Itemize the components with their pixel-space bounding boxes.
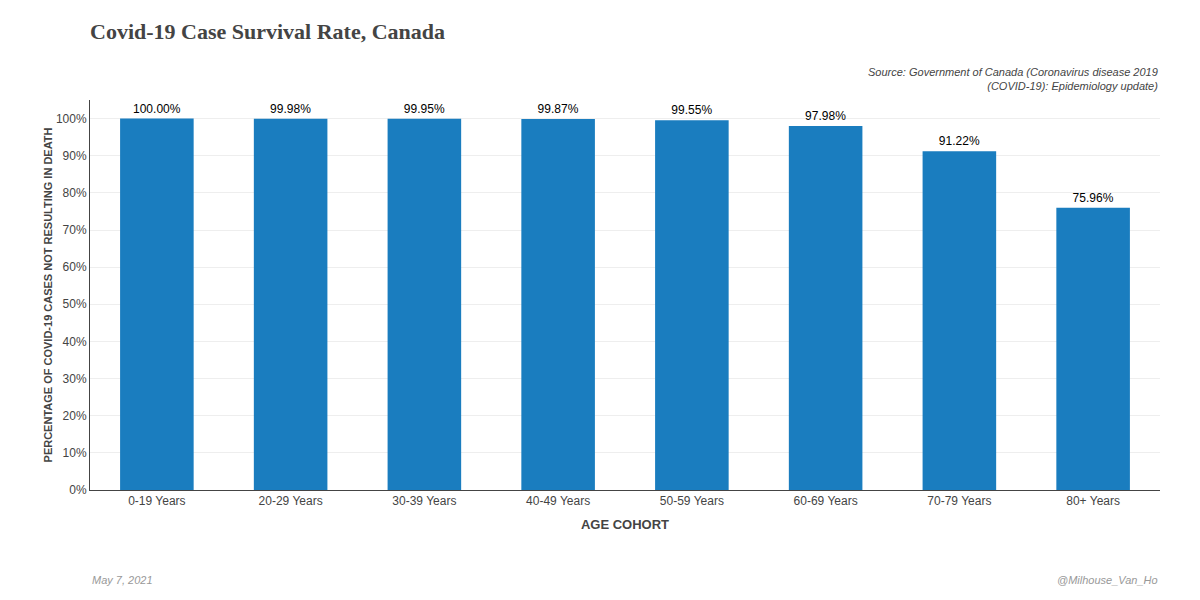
svg-text:Covid-19 Case Survival Rate, C: Covid-19 Case Survival Rate, Canada xyxy=(90,19,445,44)
svg-text:99.55%: 99.55% xyxy=(671,103,712,117)
svg-text:AGE COHORT: AGE COHORT xyxy=(581,517,669,532)
svg-text:May 7, 2021: May 7, 2021 xyxy=(92,574,153,586)
svg-text:100.00%: 100.00% xyxy=(133,102,181,116)
svg-text:99.98%: 99.98% xyxy=(270,102,311,116)
svg-text:10%: 10% xyxy=(63,446,87,460)
svg-text:30-39 Years: 30-39 Years xyxy=(392,494,456,508)
svg-text:Source: Government of Canada (: Source: Government of Canada (Coronaviru… xyxy=(868,66,1158,92)
svg-text:91.22%: 91.22% xyxy=(939,134,980,148)
svg-text:50%: 50% xyxy=(63,297,87,311)
svg-text:100%: 100% xyxy=(56,112,87,126)
svg-text:0-19 Years: 0-19 Years xyxy=(128,494,185,508)
svg-text:@Milhouse_Van_Ho: @Milhouse_Van_Ho xyxy=(1057,574,1158,586)
svg-text:60%: 60% xyxy=(63,260,87,274)
svg-text:90%: 90% xyxy=(63,149,87,163)
svg-text:80%: 80% xyxy=(63,186,87,200)
svg-text:40%: 40% xyxy=(63,335,87,349)
svg-text:70%: 70% xyxy=(63,223,87,237)
svg-text:30%: 30% xyxy=(63,372,87,386)
svg-text:40-49 Years: 40-49 Years xyxy=(526,494,590,508)
svg-text:60-69 Years: 60-69 Years xyxy=(794,494,858,508)
svg-text:20%: 20% xyxy=(63,409,87,423)
svg-text:50-59 Years: 50-59 Years xyxy=(660,494,724,508)
svg-text:80+ Years: 80+ Years xyxy=(1066,494,1120,508)
svg-text:99.95%: 99.95% xyxy=(404,102,445,116)
svg-text:70-79 Years: 70-79 Years xyxy=(927,494,991,508)
svg-text:20-29 Years: 20-29 Years xyxy=(259,494,323,508)
svg-text:PERCENTAGE OF COVID-19 CASES N: PERCENTAGE OF COVID-19 CASES NOT RESULTI… xyxy=(42,127,54,462)
svg-text:0%: 0% xyxy=(69,483,87,497)
svg-text:75.96%: 75.96% xyxy=(1073,191,1114,205)
svg-text:97.98%: 97.98% xyxy=(805,109,846,123)
svg-text:99.87%: 99.87% xyxy=(538,102,579,116)
